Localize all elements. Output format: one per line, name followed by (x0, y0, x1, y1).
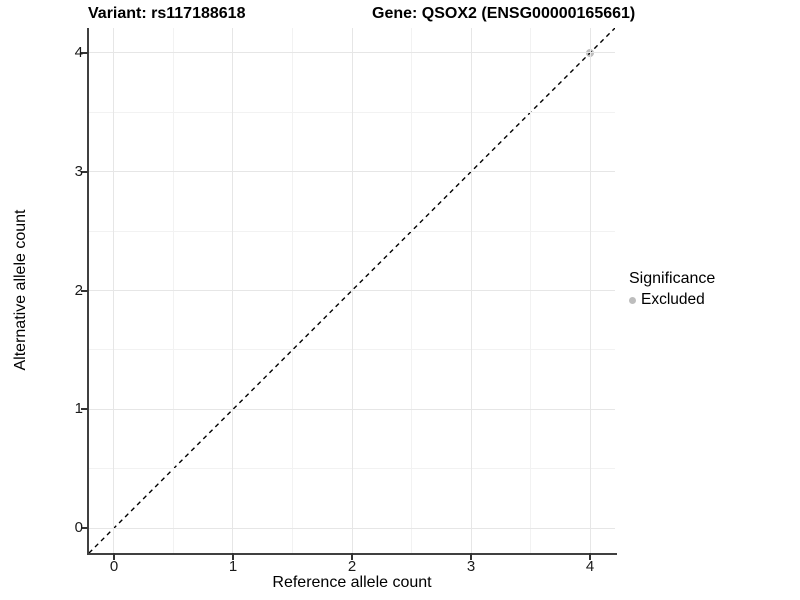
gridline-y-major (89, 290, 615, 291)
y-tick-label: 3 (74, 162, 83, 180)
y-tick-mark (81, 170, 88, 173)
legend-item-label: Excluded (641, 291, 705, 308)
gridline-y-major (89, 52, 615, 54)
x-axis-title: Reference allele count (272, 574, 432, 591)
y-tick-mark (81, 289, 88, 292)
plot-title-gene: Gene: QSOX2 (ENSG00000165661) (372, 5, 636, 22)
x-tick-mark (589, 553, 591, 560)
legend-item-excluded: Excluded (629, 291, 715, 309)
y-tick-label: 4 (74, 43, 83, 61)
gridline-y-major (89, 408, 615, 410)
x-tick-label: 0 (109, 558, 119, 575)
y-axis-line (87, 28, 89, 555)
legend: Significance Excluded (629, 270, 715, 309)
legend-point-icon (629, 296, 636, 304)
x-tick-label: 4 (585, 558, 595, 575)
x-tick-mark (112, 553, 115, 560)
y-tick-label: 2 (74, 281, 83, 299)
y-axis-title: Alternative allele count (12, 209, 29, 371)
x-tick-label: 1 (228, 558, 238, 575)
gridline-y-major (89, 527, 615, 529)
x-tick-label: 3 (466, 558, 476, 575)
plot-title-variant: Variant: rs117188618 (88, 5, 246, 22)
x-tick-label: 2 (347, 558, 357, 575)
x-tick-mark (470, 553, 472, 560)
x-tick-mark (231, 553, 234, 560)
y-tick-mark (81, 51, 88, 54)
x-tick-mark (351, 553, 353, 560)
legend-title: Significance (629, 270, 716, 287)
y-tick-label: 0 (74, 519, 83, 537)
plot-panel (89, 28, 615, 553)
gridline-y-major (89, 171, 615, 173)
y-tick-mark (81, 527, 88, 530)
y-tick-label: 1 (74, 400, 83, 418)
y-tick-mark (81, 408, 88, 411)
